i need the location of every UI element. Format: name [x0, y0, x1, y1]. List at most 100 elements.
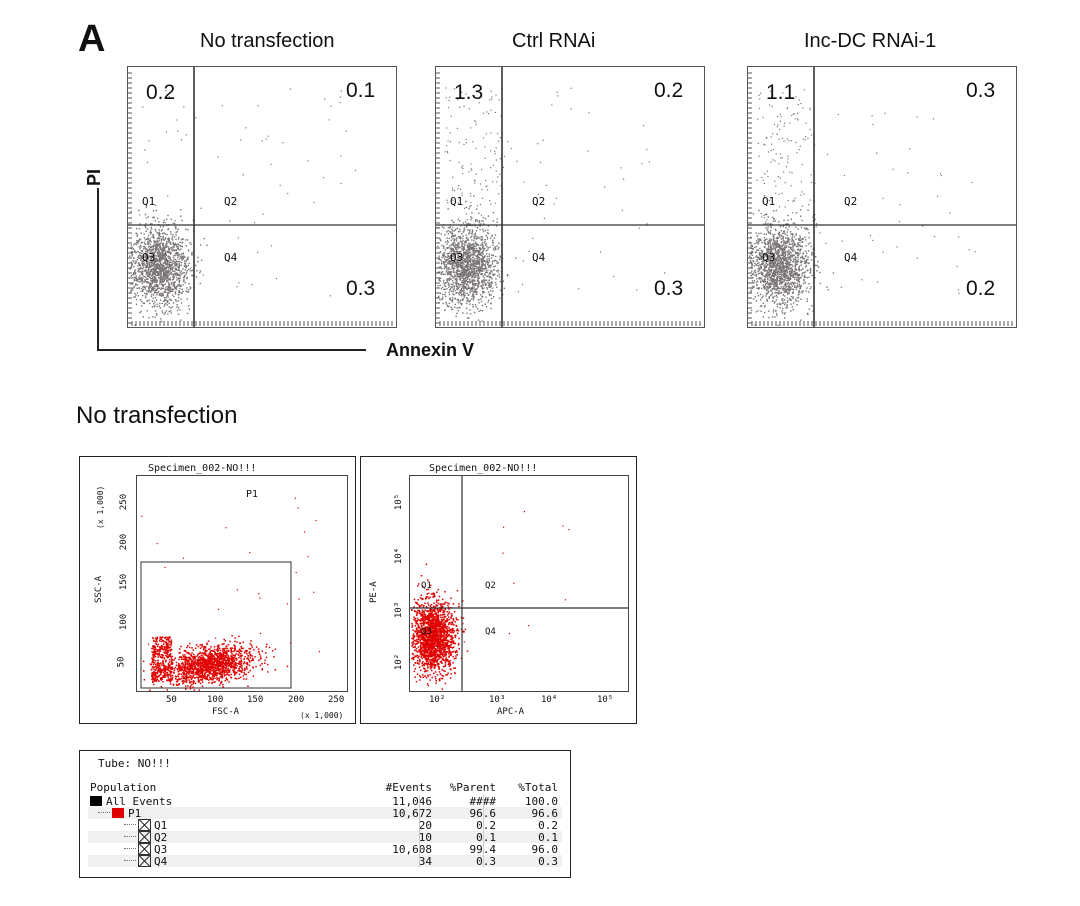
event-dot — [166, 263, 169, 266]
event-dot — [166, 250, 169, 252]
event-dot — [152, 251, 155, 253]
event-dot — [172, 261, 174, 263]
event-dot — [470, 244, 472, 246]
event-dot — [774, 228, 777, 231]
event-dot — [767, 259, 769, 261]
event-dot — [756, 278, 758, 280]
event-dot — [473, 237, 476, 239]
event-dot — [784, 233, 787, 235]
event-dot — [149, 266, 151, 268]
event-dot — [477, 261, 480, 264]
event-dot — [758, 256, 760, 259]
event-dot — [137, 242, 139, 244]
event-dot — [796, 282, 798, 284]
event-dot — [171, 288, 174, 291]
event-dot — [770, 294, 772, 297]
event-dot — [136, 284, 138, 286]
event-dot — [761, 257, 763, 259]
event-dot — [774, 264, 776, 266]
event-dot — [798, 268, 800, 271]
event-dot — [798, 270, 801, 272]
event-dot — [776, 236, 779, 238]
event-dot — [134, 251, 137, 253]
event-dot — [772, 238, 775, 241]
event-dot — [620, 167, 622, 169]
event-dot — [491, 98, 493, 100]
event-dot — [490, 150, 492, 152]
event-dot — [151, 236, 153, 238]
event-dot — [781, 274, 783, 276]
event-dot — [448, 245, 451, 247]
event-dot — [447, 233, 449, 235]
event-dot — [792, 245, 794, 247]
event-dot — [459, 274, 461, 277]
event-dot — [754, 242, 756, 245]
event-dot — [754, 251, 757, 253]
event-dot — [163, 277, 165, 280]
event-dot — [147, 266, 149, 269]
event-dot — [827, 289, 829, 291]
event-dot — [137, 278, 139, 281]
event-dot — [162, 254, 164, 257]
event-dot — [151, 265, 153, 268]
event-dot — [492, 266, 495, 268]
event-dot — [492, 290, 494, 292]
event-dot — [485, 270, 487, 272]
event-dot — [779, 264, 781, 266]
event-dot — [456, 275, 459, 278]
event-dot — [142, 248, 145, 250]
event-dot — [167, 256, 169, 258]
event-dot — [756, 284, 758, 286]
event-dot — [462, 255, 464, 258]
event-dot — [468, 108, 470, 110]
event-dot — [451, 230, 453, 232]
event-dot — [168, 265, 171, 267]
event-dot — [160, 288, 162, 291]
event-dot — [455, 277, 457, 280]
event-dot — [180, 256, 182, 259]
event-dot — [452, 241, 455, 244]
event-dot — [154, 296, 157, 299]
event-dot — [189, 286, 192, 288]
event-dot — [783, 274, 785, 277]
event-dot — [456, 288, 459, 291]
event-dot — [488, 279, 491, 281]
event-dot — [152, 248, 154, 250]
event-dot — [781, 277, 783, 280]
event-dot — [173, 281, 175, 283]
event-dot — [158, 243, 161, 245]
event-dot — [480, 236, 482, 238]
event-dot — [780, 291, 782, 293]
event-dot — [162, 294, 164, 296]
event-dot — [797, 278, 799, 280]
event-dot — [471, 169, 473, 171]
event-dot — [147, 241, 150, 243]
event-dot — [777, 276, 779, 279]
event-dot — [787, 289, 790, 291]
event-dot — [491, 278, 493, 280]
quadrant-label: Q4 — [224, 251, 238, 264]
event-dot — [177, 285, 179, 287]
event-dot — [147, 271, 149, 273]
event-dot — [158, 276, 160, 279]
event-dot — [506, 274, 509, 277]
event-dot — [469, 236, 472, 239]
event-dot — [767, 278, 769, 280]
event-dot — [795, 245, 798, 248]
event-dot — [187, 239, 189, 241]
event-dot — [448, 268, 450, 271]
event-dot — [176, 263, 179, 265]
event-dot — [480, 285, 482, 287]
event-dot — [779, 307, 781, 309]
event-dot — [154, 270, 156, 272]
event-dot — [440, 298, 443, 300]
event-dot — [757, 262, 759, 265]
event-dot — [446, 151, 449, 153]
event-dot — [175, 285, 178, 288]
event-dot — [447, 107, 450, 109]
event-dot — [158, 229, 160, 231]
event-dot — [784, 262, 787, 264]
quadrant-label: Q1 — [142, 195, 156, 208]
event-dot — [763, 260, 765, 263]
event-dot — [459, 291, 461, 294]
